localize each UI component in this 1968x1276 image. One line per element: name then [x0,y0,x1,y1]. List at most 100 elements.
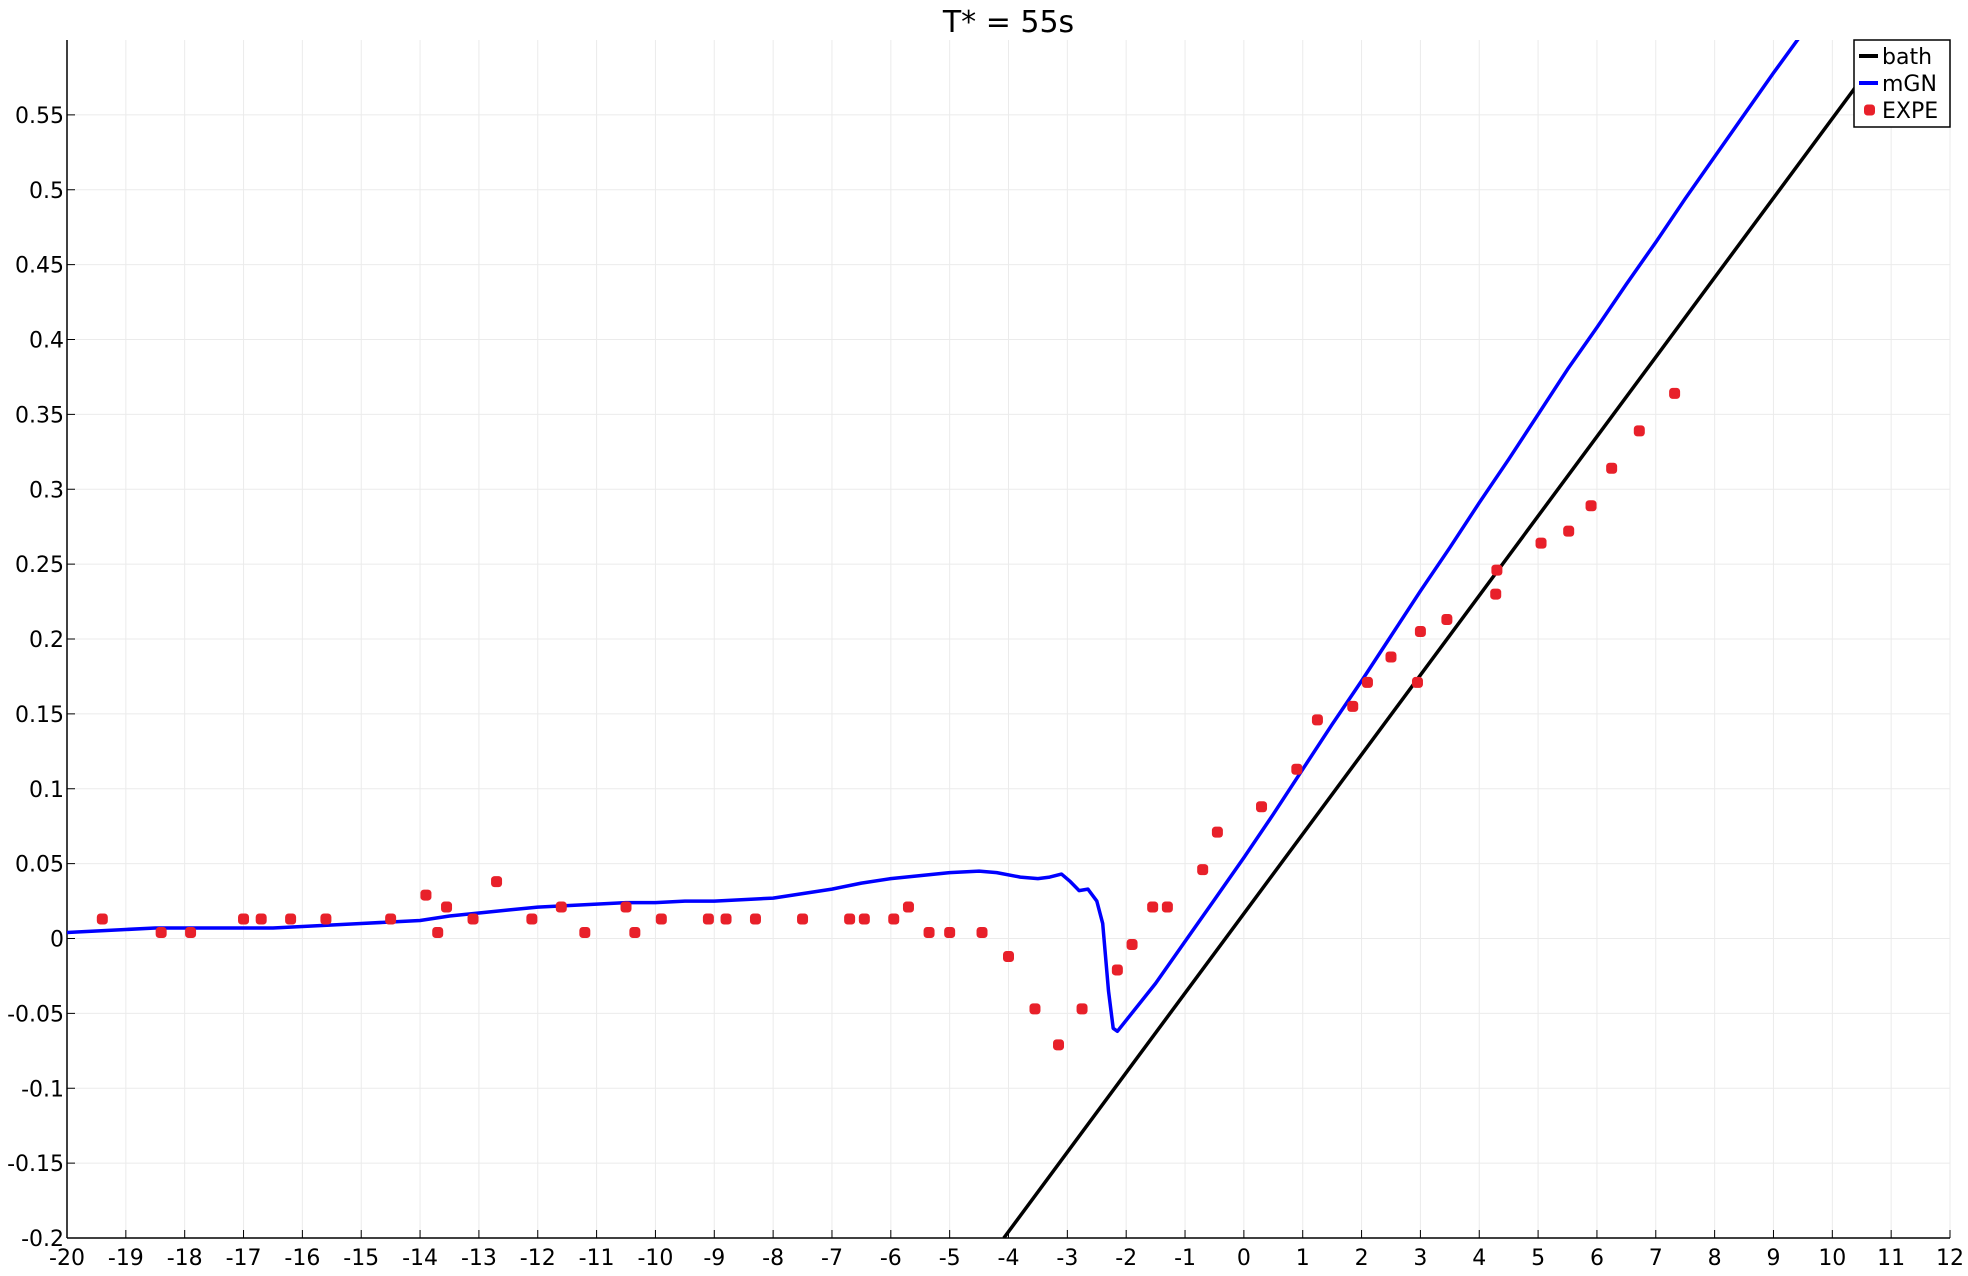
x-tick-label: -7 [821,1246,843,1271]
data-point-expe [1291,763,1303,775]
x-tick-label: 5 [1531,1246,1545,1271]
data-point-expe [923,927,935,939]
data-point-expe [844,913,856,925]
data-point-expe [1669,387,1681,399]
y-tick-label: 0.35 [15,403,64,428]
data-point-expe [1211,826,1223,838]
data-point-expe [1361,676,1373,688]
x-tick-label: 6 [1590,1246,1604,1271]
x-tick-label: 3 [1413,1246,1427,1271]
data-point-expe [902,901,914,913]
x-tick-label: -2 [1115,1246,1137,1271]
axes: -20 -19 -18 -17 -16 -15 -14 -13 -12 -11 -10 -9 -8 -7-… [7,40,1964,1271]
data-point-expe [1535,537,1547,549]
x-tick-label: -4 [998,1246,1020,1271]
data-point-expe [555,901,567,913]
y-tick-label: 0.1 [29,778,64,803]
data-point-expe [655,913,667,925]
y-tick-label: 0.55 [15,104,64,129]
series-line-bath [1002,40,1893,1238]
data-point-expe [1491,564,1503,576]
data-point-expe [491,876,503,888]
grid [66,40,1951,1239]
chart-title: T* = 55s [942,5,1074,40]
x-tick-label: -6 [880,1246,902,1271]
y-tick-label: 0.45 [15,254,64,279]
x-tick-label: 1 [1296,1246,1310,1271]
legend-swatch-expe [1864,104,1875,116]
y-tick-label: -0.1 [21,1077,64,1102]
data-point-expe [888,913,900,925]
data-point-expe [629,927,641,939]
x-tick-label: -14 [402,1246,438,1271]
x-tick-label: 10 [1818,1246,1846,1271]
x-tick-label: -16 [284,1246,320,1271]
x-tick-label: -11 [579,1246,615,1271]
x-tick-label: 2 [1355,1246,1369,1271]
data-point-expe [1563,525,1575,537]
data-point-expe [1606,462,1618,474]
data-point-expe [1411,676,1423,688]
data-point-expe [1414,626,1426,638]
y-tick-label: 0.3 [29,478,64,503]
data-point-expe [1441,614,1453,626]
y-tick-label: 0.4 [29,329,64,354]
x-tick-label: -9 [703,1246,725,1271]
data-point-expe [1633,425,1645,437]
x-tick-label: -12 [520,1246,556,1271]
data-point-expe [1311,714,1323,726]
y-tick-label: -0.05 [7,1002,64,1027]
legend-label-expe: EXPE [1882,99,1938,124]
data-point-expe [238,913,250,925]
data-point-expe [1003,950,1014,962]
data-point-expe [944,927,956,939]
x-tick-label: -18 [167,1246,203,1271]
data-point-expe [96,913,108,925]
data-point-expe [1197,864,1209,876]
data-point-expe [155,927,167,939]
data-point-expe [320,913,332,925]
x-tick-label: -10 [637,1246,673,1271]
x-tick-label: -1 [1174,1246,1196,1271]
data-point-expe [1256,801,1268,813]
y-tick-label: -0.15 [7,1152,64,1177]
x-tick-label: 4 [1472,1246,1486,1271]
x-tick-label: 12 [1936,1246,1964,1271]
data-point-expe [285,913,297,925]
y-tick-label: 0 [50,928,64,953]
x-tick-label: -20 [49,1246,85,1271]
data-point-expe [620,901,632,913]
data-point-expe [720,913,732,925]
data-point-expe [441,901,453,913]
data-point-expe [1585,500,1597,512]
data-point-expe [1053,1039,1065,1051]
y-tick-label: 0.15 [15,703,64,728]
x-tick-label: 7 [1649,1246,1663,1271]
x-tick-label: 9 [1766,1246,1780,1271]
y-tick-label: 0.25 [15,553,64,578]
legend-label-mgn: mGN [1882,72,1937,97]
x-tick-label: -8 [762,1246,784,1271]
data-point-expe [185,927,197,939]
data-point-expe [467,913,479,925]
x-tick-label: -13 [461,1246,497,1271]
series-line-mgn [67,40,1800,1034]
data-point-expe [420,889,432,901]
data-point-expe [749,913,761,925]
x-tick-label: -19 [108,1246,144,1271]
x-tick-label: -15 [343,1246,379,1271]
data-point-expe [579,927,591,939]
data-point-expe [976,927,988,939]
x-tick-label: -17 [226,1246,262,1271]
series-layer [67,40,1893,1238]
data-point-expe [1347,700,1359,712]
data-point-expe [385,913,397,925]
data-point-expe [797,913,809,925]
x-tick-label: -3 [1056,1246,1078,1271]
data-point-expe [1490,588,1502,600]
data-point-expe [1147,901,1159,913]
data-point-expe [526,913,538,925]
data-point-expe [432,927,444,939]
